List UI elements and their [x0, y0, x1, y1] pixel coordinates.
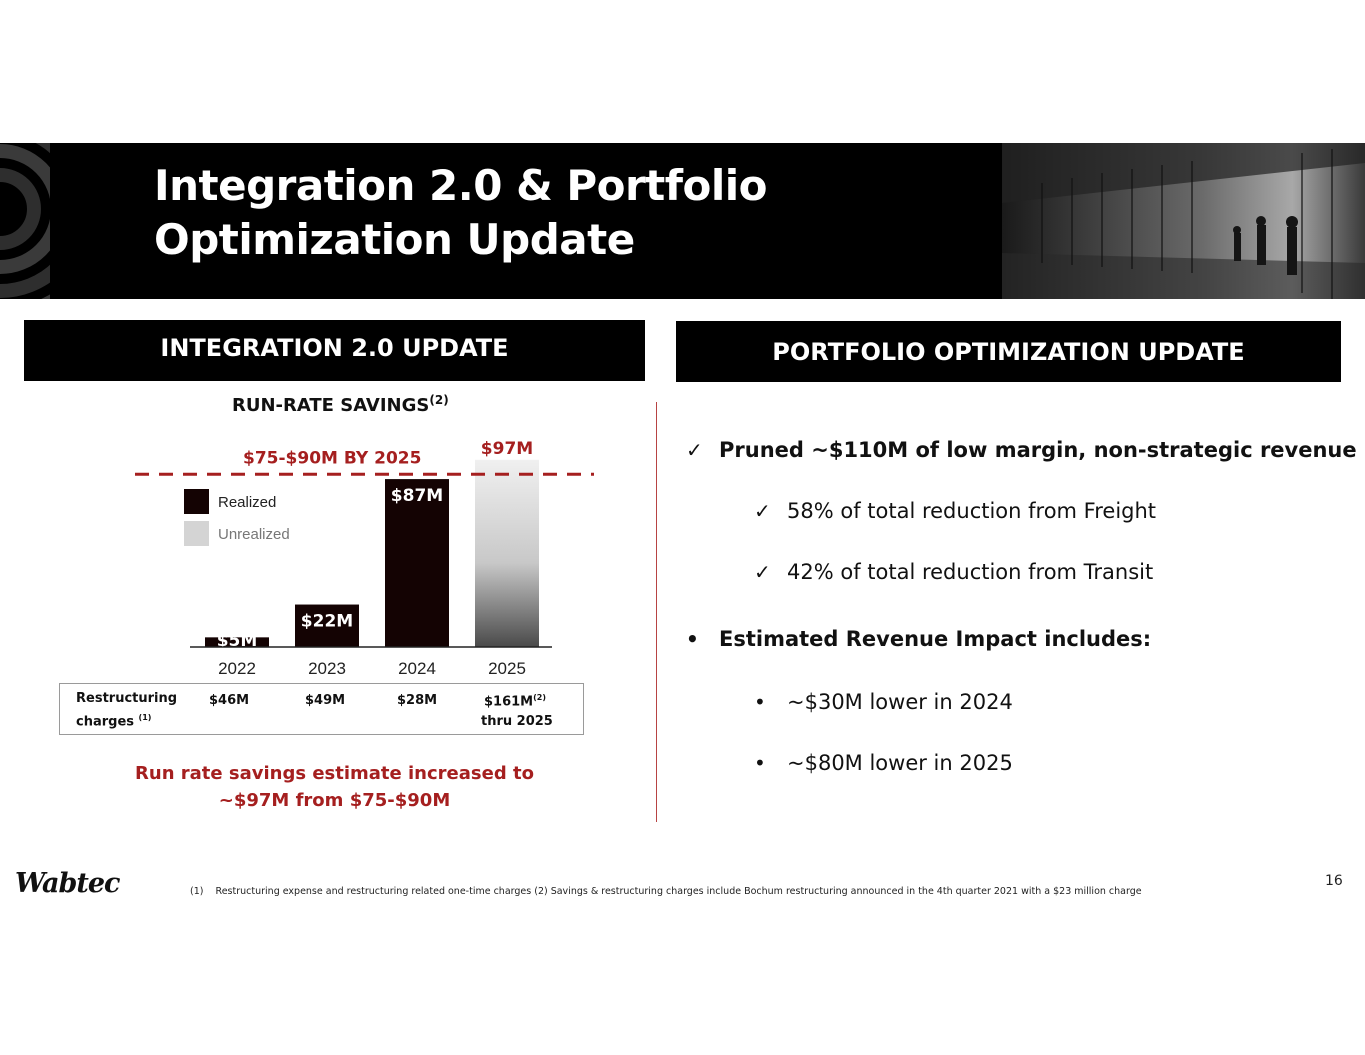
restructuring-value-2025-text: $161M	[484, 694, 534, 710]
bar-label-2022: $5M	[217, 631, 258, 651]
restructuring-footnote-ref: (1)	[138, 713, 152, 722]
chart-title-text: RUN-RATE SAVINGS	[232, 395, 430, 416]
restructuring-value-2023: $49M	[305, 693, 346, 708]
list-item-text: 58% of total reduction from Freight	[787, 499, 1157, 523]
wabtec-logo: Wabtec	[15, 868, 120, 899]
bullet-dot-icon: •	[686, 627, 699, 651]
bar-2025	[475, 459, 539, 647]
brand-mark-icon	[0, 143, 120, 299]
x-tick-2023: 2023	[308, 659, 346, 678]
savings-estimate-line1: Run rate savings estimate increased to	[135, 763, 534, 784]
bar-2022	[205, 637, 269, 647]
restructuring-charges-label: Restructuring charges (1)	[76, 689, 177, 731]
bullet-dot-icon: •	[754, 690, 766, 714]
legend-swatch-realized	[184, 489, 209, 514]
legend-label-realized: Realized	[218, 494, 276, 511]
slide-title-line1: Integration 2.0 & Portfolio	[154, 161, 768, 210]
footnote: (1) Restructuring expense and restructur…	[190, 886, 1142, 897]
list-item-text: ~$30M lower in 2024	[787, 690, 1013, 714]
savings-estimate-note: Run rate savings estimate increased to ~…	[24, 760, 645, 814]
restructuring-value-2022: $46M	[209, 693, 250, 708]
list-item: • ~$30M lower in 2024	[754, 690, 1013, 714]
list-item: • Estimated Revenue Impact includes:	[686, 627, 1151, 651]
x-tick-2022: 2022	[218, 659, 256, 678]
chart-title: RUN-RATE SAVINGS(2)	[232, 393, 449, 416]
savings-estimate-line2: ~$97M from $75-$90M	[218, 790, 451, 811]
slide-title-line2: Optimization Update	[154, 215, 635, 264]
list-item: ✓ 42% of total reduction from Transit	[754, 560, 1153, 584]
run-rate-savings-chart: $5M $22M $87M $97M 2022 2023 2024 2025 $75-$90…	[135, 439, 594, 678]
slide-title: Integration 2.0 & Portfolio Optimization…	[154, 159, 768, 267]
bar-label-2023: $22M	[301, 612, 353, 632]
legend-label-unrealized: Unrealized	[218, 526, 290, 543]
column-divider	[656, 402, 657, 822]
title-banner: Integration 2.0 & Portfolio Optimization…	[0, 143, 1365, 299]
x-tick-2024: 2024	[398, 659, 436, 678]
restructuring-label-line2: charges (1)	[76, 708, 177, 731]
check-icon: ✓	[686, 438, 703, 462]
list-item-text: ~$80M lower in 2025	[787, 751, 1013, 775]
restructuring-value-2025-footnote-ref: (2)	[533, 693, 547, 702]
check-icon: ✓	[754, 499, 771, 523]
legend-swatch-unrealized	[184, 521, 209, 546]
bar-2024	[385, 479, 449, 647]
bar-label-2024: $87M	[391, 486, 443, 506]
banner-photo	[1002, 143, 1365, 299]
restructuring-label-line2-text: charges	[76, 714, 135, 730]
page-number: 16	[1325, 873, 1343, 889]
restructuring-label-line1: Restructuring	[76, 691, 178, 706]
list-item: • ~$80M lower in 2025	[754, 751, 1013, 775]
list-item-text: Pruned ~$110M of low margin, non-strateg…	[719, 438, 1357, 462]
restructuring-thru-note: thru 2025	[481, 714, 553, 729]
x-tick-2025: 2025	[488, 659, 526, 678]
list-item: ✓ Pruned ~$110M of low margin, non-strat…	[686, 438, 1357, 462]
restructuring-value-2024: $28M	[397, 693, 438, 708]
bar-2023	[295, 604, 359, 647]
list-item-text: 42% of total reduction from Transit	[787, 560, 1154, 584]
bullet-dot-icon: •	[754, 751, 766, 775]
bar-label-2025: $97M	[481, 439, 533, 459]
target-label: $75-$90M BY 2025	[243, 448, 421, 468]
restructuring-value-2025: $161M(2)	[484, 693, 546, 709]
list-item-text: Estimated Revenue Impact includes:	[719, 627, 1152, 651]
portfolio-update-header: PORTFOLIO OPTIMIZATION UPDATE	[676, 321, 1341, 382]
integration-update-header: INTEGRATION 2.0 UPDATE	[24, 320, 645, 381]
restructuring-charges-table: Restructuring charges (1) $46M $49M $28M…	[59, 683, 584, 735]
chart-title-footnote-ref: (2)	[429, 393, 449, 407]
check-icon: ✓	[754, 560, 771, 584]
list-item: ✓ 58% of total reduction from Freight	[754, 499, 1156, 523]
